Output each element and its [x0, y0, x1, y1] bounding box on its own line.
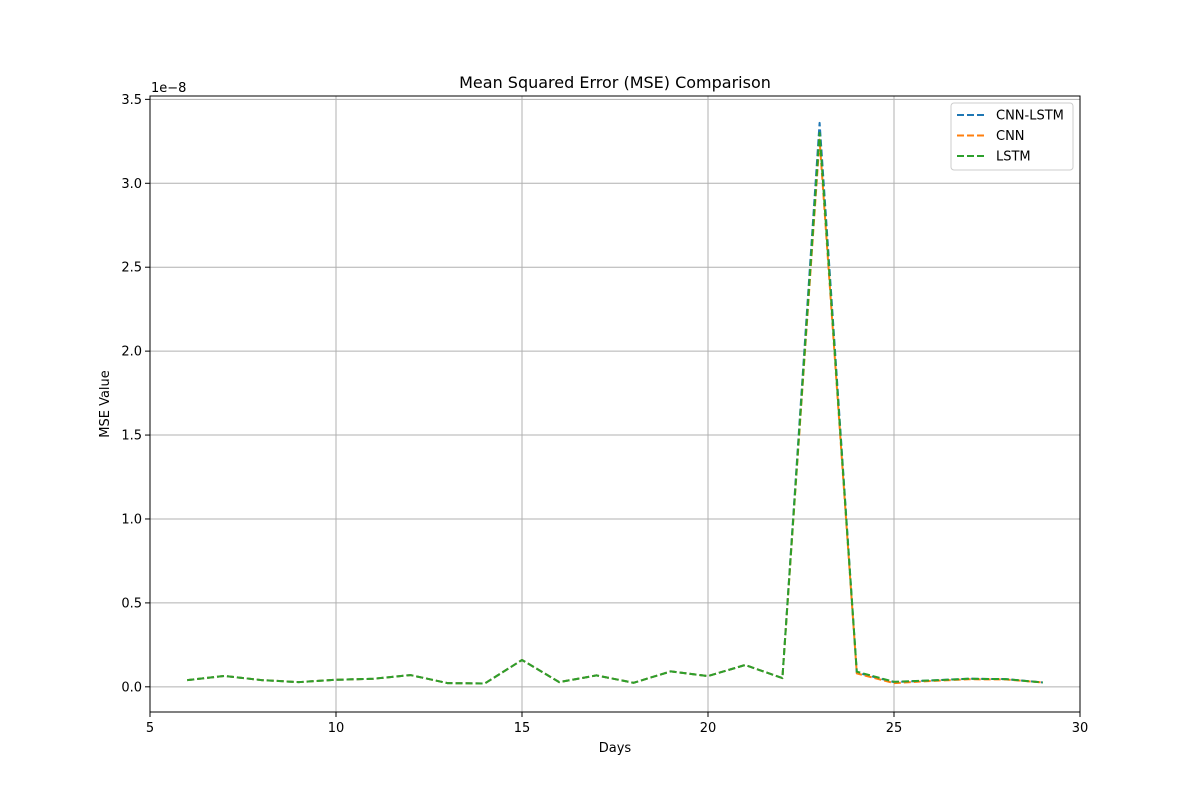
y-tick-label: 3.5 [121, 93, 142, 108]
chart-title: Mean Squared Error (MSE) Comparison [459, 73, 771, 92]
x-tick-label: 10 [328, 721, 345, 736]
y-axis-label: MSE Value [98, 370, 113, 438]
y-tick-label: 2.5 [121, 261, 142, 276]
y-tick-label: 3.0 [121, 177, 142, 192]
series-lines [187, 121, 1043, 685]
x-tick-label: 5 [146, 721, 154, 736]
series-line-lstm [187, 131, 1043, 685]
grid [149, 96, 1081, 712]
x-tick-label: 15 [514, 721, 531, 736]
y-tick-label: 0.5 [121, 596, 142, 611]
x-tick-label: 25 [886, 721, 903, 736]
y-offset-text: 1e−8 [151, 81, 186, 96]
legend-label-cnn: CNN [996, 129, 1025, 144]
x-tick-label: 20 [700, 721, 717, 736]
x-axis-label: Days [599, 741, 632, 756]
legend-label-cnn-lstm: CNN-LSTM [996, 109, 1064, 124]
x-tick-label: 30 [1072, 721, 1089, 736]
y-tick-label: 1.5 [121, 429, 142, 444]
plot-frame [149, 95, 1081, 713]
legend-label-lstm: LSTM [996, 150, 1031, 165]
y-tick-label: 0.0 [121, 680, 142, 695]
y-tick-label: 2.0 [121, 345, 142, 360]
axis-ticks: 5 10 15 20 25 30 0.0 0.5 1.0 1.5 2.0 2.5 3.0 3.5 [121, 93, 1088, 736]
legend-box [950, 102, 1074, 171]
legend: CNN-LSTM CNN LSTM [950, 102, 1074, 171]
y-tick-label: 1.0 [121, 512, 142, 527]
